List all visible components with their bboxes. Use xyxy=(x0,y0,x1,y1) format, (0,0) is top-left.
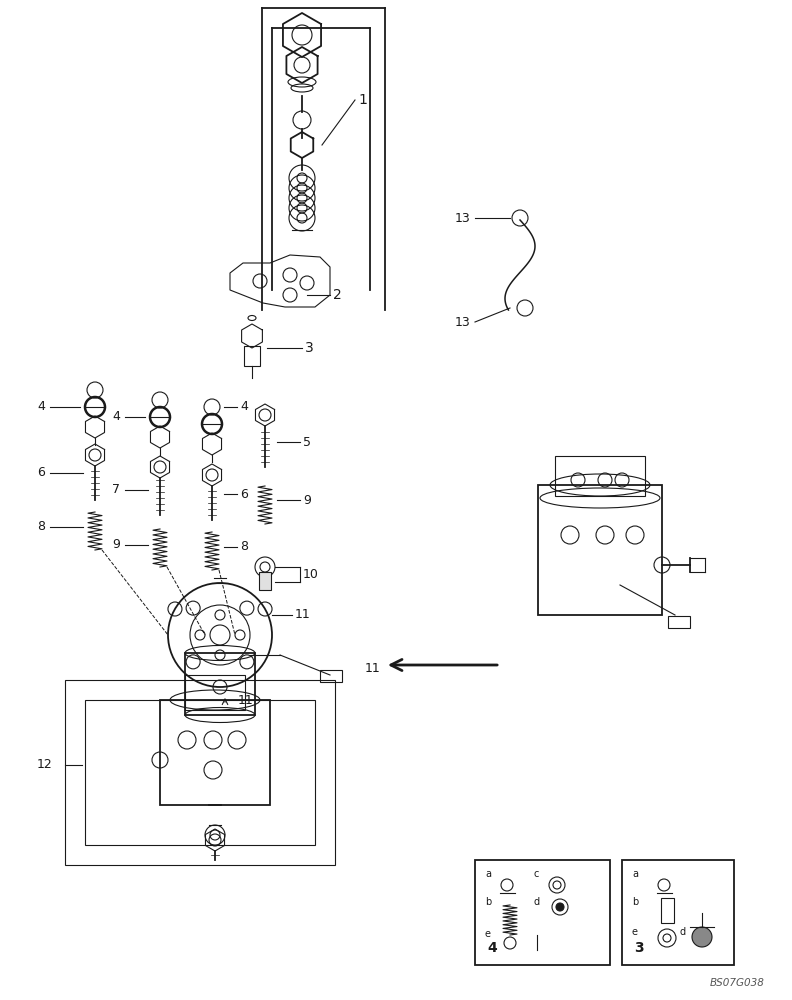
Bar xyxy=(555,456,645,496)
Text: 12: 12 xyxy=(36,758,52,772)
Text: 3: 3 xyxy=(305,341,314,355)
Bar xyxy=(259,572,271,590)
Bar xyxy=(160,700,270,805)
Circle shape xyxy=(692,927,712,947)
Bar xyxy=(244,346,260,366)
Text: 7: 7 xyxy=(112,484,120,496)
Bar xyxy=(85,700,315,845)
Text: d: d xyxy=(533,897,539,907)
Text: 8: 8 xyxy=(37,521,45,534)
Text: a: a xyxy=(632,869,638,879)
Bar xyxy=(622,860,734,965)
Text: 9: 9 xyxy=(303,493,311,506)
Text: b: b xyxy=(632,897,638,907)
Text: b: b xyxy=(485,897,491,907)
Text: 11: 11 xyxy=(295,608,310,621)
Bar xyxy=(185,653,255,715)
Text: a: a xyxy=(485,869,491,879)
Text: 2: 2 xyxy=(333,288,342,302)
Text: 3: 3 xyxy=(634,941,644,955)
Bar xyxy=(668,616,690,628)
Bar xyxy=(661,898,673,922)
Bar xyxy=(320,670,342,682)
Text: e: e xyxy=(632,927,638,937)
Text: 11: 11 xyxy=(238,694,253,706)
Text: c: c xyxy=(533,869,539,879)
Text: 13: 13 xyxy=(455,316,470,328)
Text: 13: 13 xyxy=(455,212,470,225)
Text: 6: 6 xyxy=(240,488,248,501)
Text: 4: 4 xyxy=(112,410,120,424)
Bar xyxy=(185,675,245,710)
Text: 11: 11 xyxy=(365,662,381,674)
Text: 4: 4 xyxy=(487,941,497,955)
Text: 8: 8 xyxy=(240,540,248,554)
Bar xyxy=(538,485,662,615)
Circle shape xyxy=(87,382,103,398)
Text: 1: 1 xyxy=(358,93,367,107)
Circle shape xyxy=(204,399,220,415)
Bar xyxy=(475,860,610,965)
Bar xyxy=(65,680,335,865)
Circle shape xyxy=(556,903,564,911)
Text: 4: 4 xyxy=(37,400,45,414)
Text: 10: 10 xyxy=(303,568,319,580)
Text: 4: 4 xyxy=(240,400,248,414)
Circle shape xyxy=(152,392,168,408)
Text: 9: 9 xyxy=(112,538,120,552)
Text: d: d xyxy=(680,927,686,937)
Text: BS07G038: BS07G038 xyxy=(710,978,765,988)
Text: 6: 6 xyxy=(37,466,45,480)
Text: e: e xyxy=(485,929,491,939)
Text: 5: 5 xyxy=(303,436,311,448)
